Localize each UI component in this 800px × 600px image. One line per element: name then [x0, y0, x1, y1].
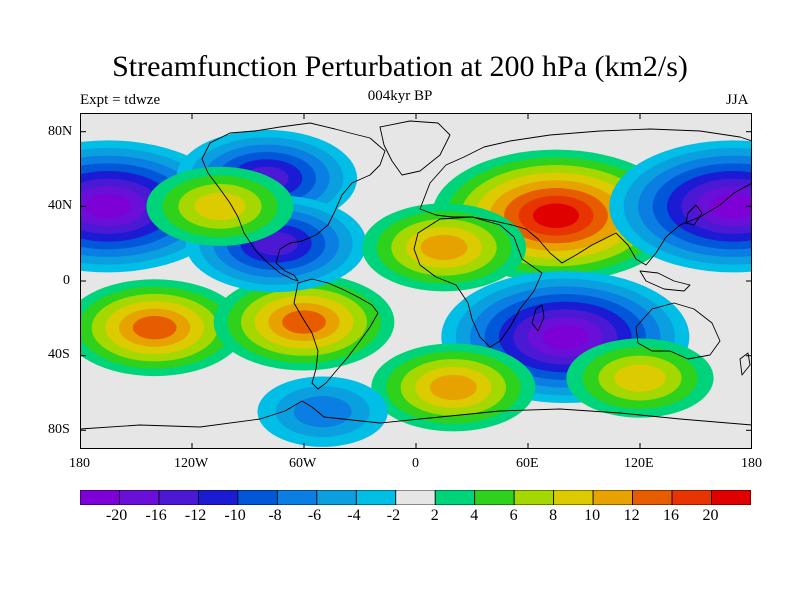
colorbar-swatch: [276, 490, 318, 505]
contour-region: [429, 374, 477, 400]
lat-tick-40n: 40N: [48, 198, 73, 213]
coastline-north-america: [201, 122, 386, 282]
colorbar-swatch: [119, 490, 160, 505]
contour-region: [293, 396, 352, 428]
coastline-greenland: [379, 120, 451, 176]
lon-tick-120e: 120E: [624, 456, 654, 471]
colorbar-label: 12: [623, 507, 640, 524]
colorbar-label: -16: [145, 507, 167, 524]
lon-tick-120w: 120W: [174, 456, 209, 471]
lon-tick-180w: 180: [69, 456, 90, 471]
coastline-madagascar: [531, 304, 545, 332]
colorbar-swatch: [592, 490, 633, 505]
colorbar-swatch: [513, 490, 555, 505]
colorbar-label: -10: [224, 507, 246, 524]
coastline-africa: [413, 216, 543, 348]
colorbar-label: -6: [307, 507, 322, 524]
contour-region: [542, 324, 589, 350]
lon-tick-180e: 180: [741, 456, 762, 471]
contour-fill-layer: [80, 129, 752, 447]
coastline-layer: [80, 120, 752, 430]
map-plot: [80, 113, 752, 449]
colorbar: [80, 490, 751, 505]
season-label: JJA: [726, 92, 749, 108]
colorbar-label: -20: [105, 507, 128, 524]
coastline-indonesia: [639, 270, 691, 292]
contour-region: [132, 315, 177, 340]
lon-tick-60w: 60W: [289, 456, 317, 471]
colorbar-label: 8: [549, 507, 558, 524]
lat-tick-80s: 80S: [48, 422, 70, 437]
contour-region: [84, 194, 132, 219]
colorbar-label: 4: [470, 507, 479, 524]
coastline-australia: [635, 302, 721, 360]
lon-tick-0: 0: [412, 456, 419, 471]
colorbar-swatch: [711, 490, 751, 505]
colorbar-swatch: [237, 490, 278, 505]
colorbar-label: 16: [663, 507, 680, 524]
contour-region: [710, 194, 752, 219]
colorbar-swatch: [395, 490, 436, 505]
colorbar-swatch: [671, 490, 712, 505]
contour-region: [194, 192, 246, 221]
coastline-eurasia: [419, 128, 752, 266]
colorbar-swatch: [158, 490, 199, 505]
chart-title: Streamfunction Perturbation at 200 hPa (…: [112, 50, 688, 83]
coastline-south-america: [293, 278, 379, 390]
colorbar-label: -4: [347, 507, 361, 524]
colorbar-swatch: [198, 490, 239, 505]
coastline-new-zealand: [739, 352, 751, 376]
lon-tick-60e: 60E: [516, 456, 539, 471]
colorbar-swatch: [474, 490, 515, 505]
colorbar-label: -8: [268, 507, 282, 524]
colorbar-label: 10: [584, 507, 601, 524]
contour-region: [282, 310, 326, 334]
colorbar-swatch: [434, 490, 476, 505]
contour-region: [254, 231, 298, 256]
contour-region: [614, 364, 666, 392]
colorbar-swatch: [632, 490, 673, 505]
colorbar-swatch: [553, 490, 594, 505]
experiment-label: Expt = tdwze: [80, 92, 161, 108]
tick-marks: [80, 113, 752, 449]
colorbar-label: -12: [184, 507, 207, 524]
colorbar-swatch: [316, 490, 357, 505]
lat-tick-0: 0: [63, 273, 70, 288]
coastline-antarctica: [80, 400, 752, 430]
colorbar-label: -2: [386, 507, 401, 524]
colorbar-swatch: [80, 490, 120, 505]
lat-tick-40s: 40S: [48, 347, 70, 362]
colorbar-label: 6: [509, 507, 518, 524]
coastline-japan: [685, 204, 703, 226]
colorbar-swatch: [355, 490, 397, 505]
chart-subtitle: 004kyr BP: [367, 88, 433, 104]
colorbar-label: 20: [702, 507, 719, 524]
colorbar-label: 2: [430, 507, 439, 524]
lat-tick-80n: 80N: [48, 124, 73, 139]
contour-region: [532, 203, 580, 228]
contour-region: [420, 234, 468, 260]
